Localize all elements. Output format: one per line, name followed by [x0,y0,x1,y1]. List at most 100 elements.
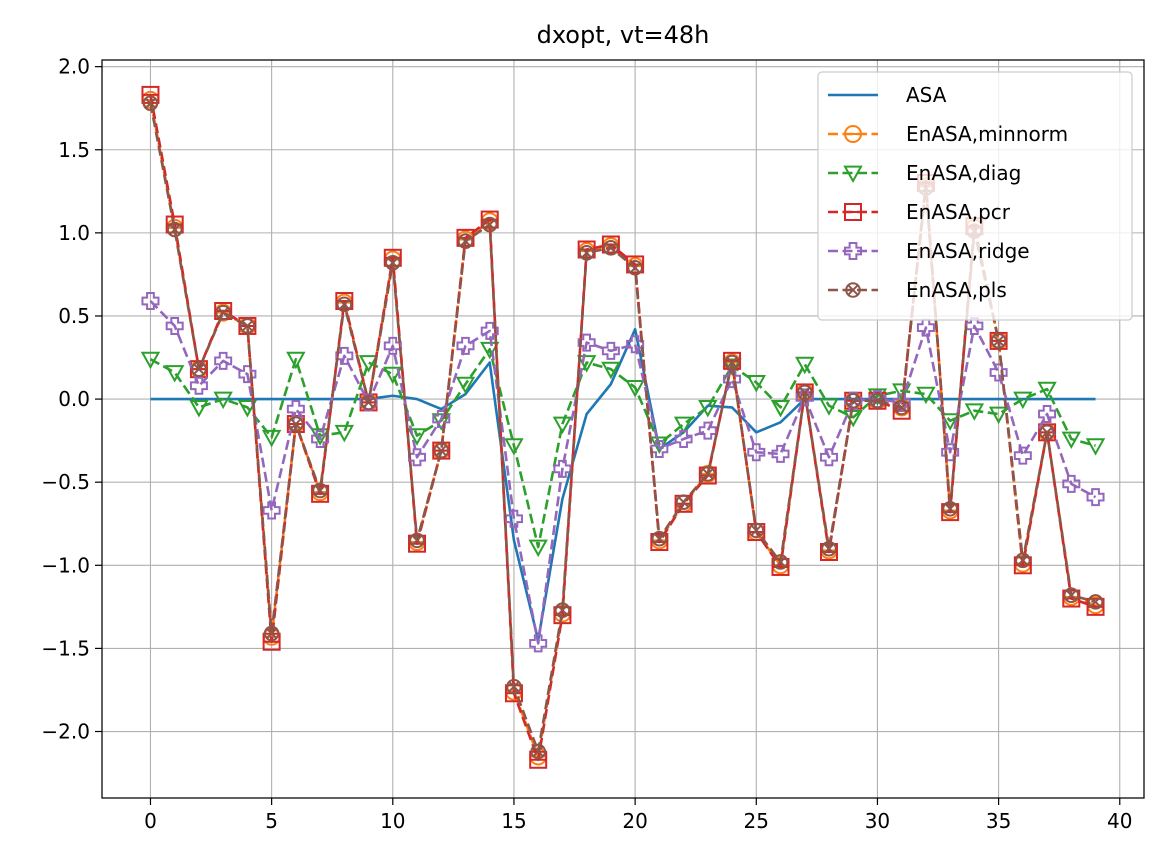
data-point [142,95,159,112]
x-axis: 0 5 10 15 20 25 30 35 40 [144,798,1132,833]
marker-circle [239,318,256,334]
x-tick-label: 10 [380,809,405,833]
data-point [1086,488,1105,507]
data-point [675,494,692,510]
marker-circle [869,392,886,409]
marker-circle [384,254,401,271]
marker-cross [144,97,156,109]
data-point [237,399,258,418]
data-point [795,356,815,375]
data-point [1087,594,1104,610]
marker-cross [314,484,326,497]
y-tick-label: 2.0 [58,55,90,79]
legend-label: ASA [906,83,947,107]
data-point [989,363,1008,382]
data-point [747,443,766,462]
data-point [215,304,231,321]
data-point [506,678,522,695]
marker-circle [796,384,813,401]
data-point [1062,474,1081,493]
data-point [843,409,863,428]
data-point [990,333,1007,349]
data-point [748,522,765,539]
data-point [552,416,573,435]
marker-circle [675,494,692,510]
y-tick-label: 1.5 [58,138,90,162]
data-point [916,386,936,405]
data-point [191,361,207,377]
x-tick-label: 5 [265,809,278,833]
data-point [383,336,402,355]
marker-circle [724,354,740,371]
data-point [845,392,862,409]
data-point [625,380,645,398]
data-point [165,316,184,335]
marker-circle [191,361,207,377]
x-tick-label: 20 [622,809,647,833]
marker-cross [169,224,181,236]
data-point [577,333,596,352]
data-point [772,554,789,570]
data-point [239,318,256,334]
plot-frame [101,59,1145,799]
data-point [407,428,427,446]
marker-circle [1063,587,1080,604]
marker-circle [263,625,280,642]
data-point [553,459,572,478]
data-point [554,602,571,618]
data-point [433,442,450,459]
marker-cross [508,681,520,693]
data-point [530,743,546,760]
marker-circle [481,216,498,233]
data-point [262,501,281,520]
marker-circle [312,482,328,499]
data-point [626,335,645,354]
data-point [964,403,985,421]
data-point [700,466,716,482]
data-point [770,399,791,418]
data-point [724,354,740,371]
data-point [845,282,861,298]
data-point [141,292,160,311]
data-point [480,341,500,360]
marker-circle [821,540,837,557]
data-point [844,125,862,143]
data-point [1038,405,1057,424]
data-point [965,316,984,335]
marker-circle [142,95,159,112]
data-point [916,318,935,337]
data-point [213,391,233,410]
data-point [650,439,669,458]
y-tick-label: 0.5 [58,304,90,328]
data-point [843,165,863,184]
marker-circle [845,282,861,298]
data-point [336,296,353,313]
data-point [844,242,862,260]
data-point [673,416,694,435]
data-point [821,540,837,557]
marker-circle [990,333,1007,349]
data-point [504,438,524,456]
marker-circle [845,392,862,409]
marker-circle [772,554,789,570]
x-tick-label: 35 [986,809,1011,833]
marker-circle [360,394,377,411]
marker-cross [750,524,762,536]
chart-title: dxopt, vt=48h [537,21,710,49]
data-point [457,233,474,249]
marker-circle [288,416,304,432]
marker-cross [411,534,423,546]
marker-cross [823,543,835,555]
marker-cross [290,418,302,430]
marker-cross [605,242,617,254]
data-point [988,406,1009,425]
marker-cross [678,496,690,508]
data-point [1013,446,1032,465]
marker-cross [459,235,471,247]
marker-cross [726,357,738,369]
legend-entry: EnASA,minnorm [828,122,1068,146]
marker-cross [387,257,399,269]
y-tick-label: −1.5 [41,636,90,660]
data-point [940,413,960,431]
marker-circle [554,602,571,618]
